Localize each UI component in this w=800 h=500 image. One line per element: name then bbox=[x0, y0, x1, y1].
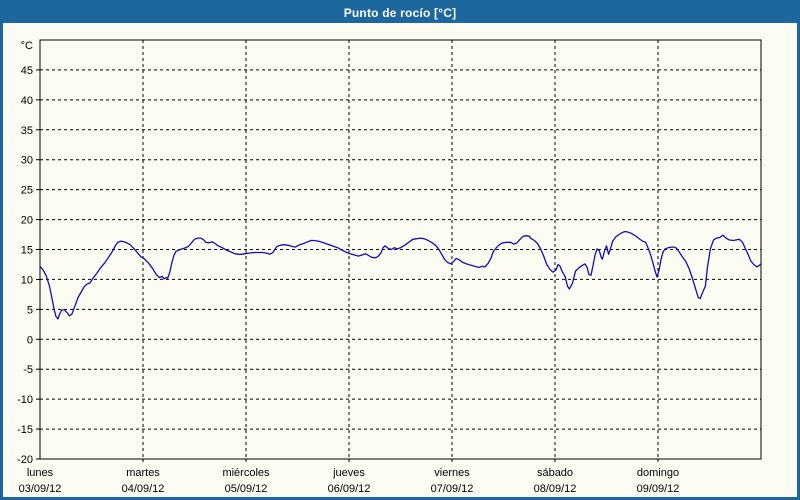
day-name-label: viernes bbox=[434, 467, 470, 479]
day-date-label: 07/09/12 bbox=[431, 483, 474, 495]
y-tick-label: 0 bbox=[27, 334, 33, 346]
y-tick-label: 10 bbox=[21, 274, 33, 286]
window-title: Punto de rocío [°C] bbox=[343, 6, 457, 20]
day-name-label: lunes bbox=[27, 467, 54, 479]
y-tick-label: 20 bbox=[21, 215, 33, 227]
y-tick-label: -15 bbox=[17, 424, 33, 436]
day-name-label: sábado bbox=[537, 467, 573, 479]
y-tick-label: 25 bbox=[21, 185, 33, 197]
day-name-label: jueves bbox=[332, 467, 365, 479]
y-tick-label: -10 bbox=[17, 394, 33, 406]
dewpoint-series-line bbox=[39, 230, 762, 320]
day-date-label: 04/09/12 bbox=[122, 483, 165, 495]
day-date-label: 08/09/12 bbox=[534, 483, 577, 495]
y-tick-label: -5 bbox=[23, 364, 33, 376]
day-name-label: domingo bbox=[637, 467, 679, 479]
y-tick-label: -20 bbox=[17, 454, 33, 466]
day-name-label: miércoles bbox=[222, 467, 270, 479]
y-tick-label: 5 bbox=[27, 304, 33, 316]
y-tick-label: 15 bbox=[21, 245, 33, 257]
dewpoint-line-chart: 45 40 35 30 25 20 15 10 5 0 -5 -10 -15 -20 °C lunes 03/0… bbox=[17, 39, 762, 495]
day-date-label: 03/09/12 bbox=[19, 483, 62, 495]
day-name-label: martes bbox=[126, 467, 160, 479]
day-date-label: 09/09/12 bbox=[637, 483, 680, 495]
y-tick-label: 35 bbox=[21, 125, 33, 137]
title-bar: Punto de rocío [°C] bbox=[3, 3, 797, 23]
y-tick-label: 30 bbox=[21, 155, 33, 167]
day-date-label: 05/09/12 bbox=[225, 483, 268, 495]
day-date-label: 06/09/12 bbox=[328, 483, 371, 495]
chart-area: 45 40 35 30 25 20 15 10 5 0 -5 -10 -15 -20 °C lunes 03/0… bbox=[3, 23, 797, 497]
y-tick-label: 45 bbox=[21, 65, 33, 77]
y-axis-unit-label: °C bbox=[21, 40, 33, 52]
y-tick-label: 40 bbox=[21, 95, 33, 107]
